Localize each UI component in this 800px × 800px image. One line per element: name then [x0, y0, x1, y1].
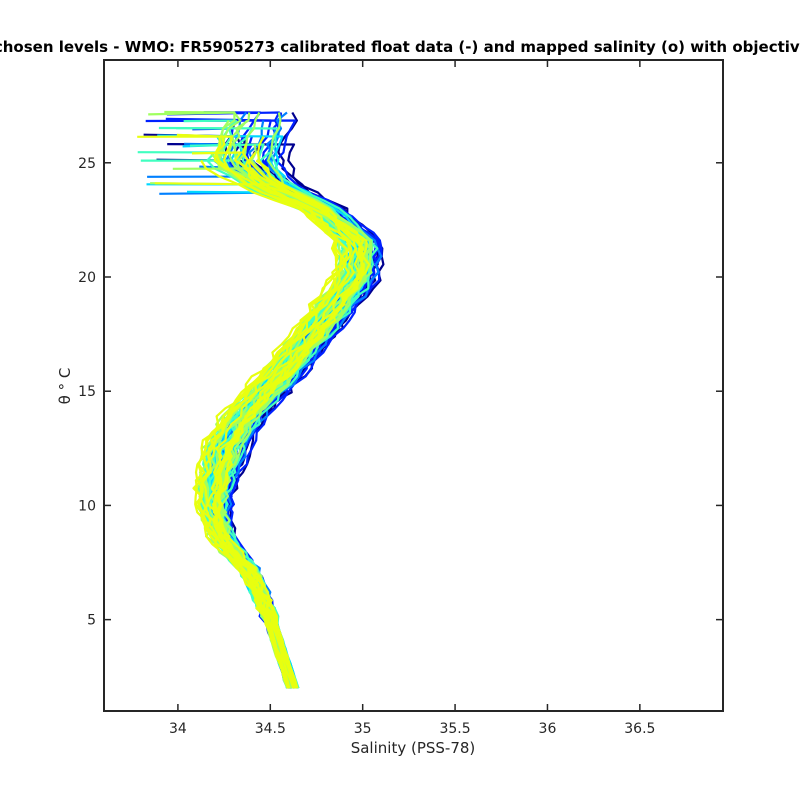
- x-tick-label: 36.5: [624, 721, 655, 737]
- y-axis-label: θ ° C: [56, 368, 74, 405]
- x-axis: 34 34.5 35 35.5 36 36.5: [169, 60, 655, 737]
- y-tick-label: 5: [87, 613, 96, 629]
- chart-title: OW chosen levels - WMO: FR5905273 calibr…: [0, 38, 800, 56]
- float-profile-line: [154, 182, 358, 689]
- float-profile-line: [194, 160, 339, 689]
- float-profile-line: [137, 135, 338, 689]
- y-tick-label: 20: [78, 270, 96, 286]
- profile-lines: [137, 110, 385, 689]
- y-tick-label: 25: [78, 156, 96, 172]
- x-axis-label: Salinity (PSS-78): [351, 739, 476, 757]
- y-axis: 5 10 15 20 25: [78, 156, 723, 629]
- x-tick-label: 35.5: [439, 721, 470, 737]
- x-tick-label: 34: [169, 721, 187, 737]
- x-tick-label: 35: [354, 721, 372, 737]
- y-tick-label: 10: [78, 498, 96, 514]
- plot-frame: [103, 59, 724, 712]
- x-tick-label: 34.5: [255, 721, 286, 737]
- float-profile-line: [214, 151, 364, 689]
- y-tick-label: 15: [78, 384, 96, 400]
- float-profile-line: [200, 168, 348, 689]
- float-profile-line: [210, 159, 360, 689]
- x-tick-label: 36: [539, 721, 557, 737]
